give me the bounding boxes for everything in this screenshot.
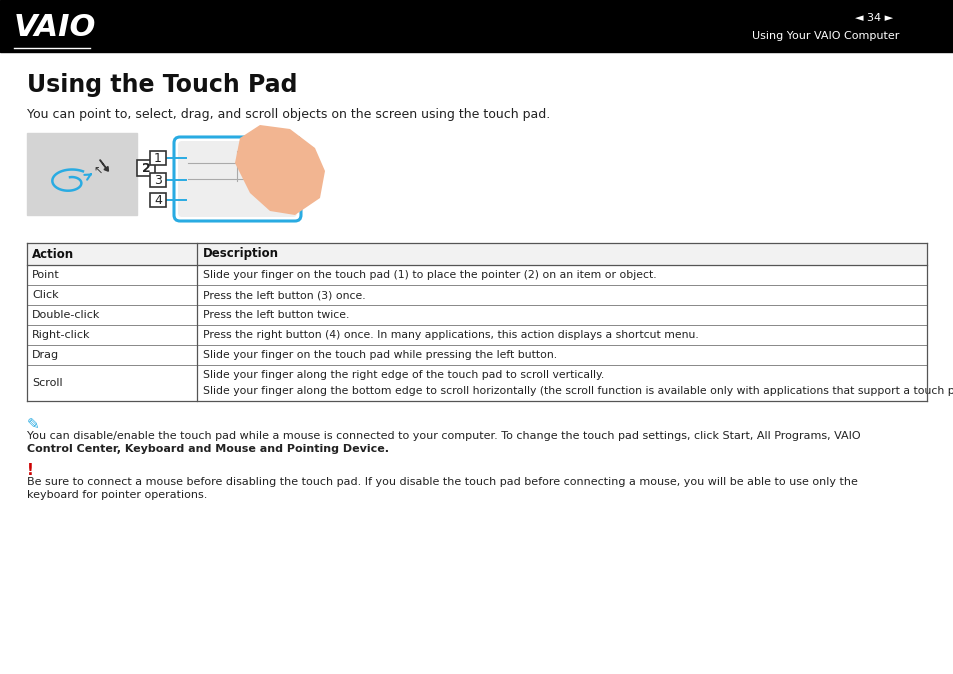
Text: You can disable/enable the touch pad while a mouse is connected to your computer: You can disable/enable the touch pad whi…: [27, 431, 860, 441]
Text: Double-click: Double-click: [32, 310, 100, 320]
Text: Right-click: Right-click: [32, 330, 91, 340]
Text: Using Your VAIO Computer: Using Your VAIO Computer: [751, 31, 898, 41]
Text: Click: Click: [32, 290, 58, 300]
Bar: [27, 285, 926, 305]
Text: 4: 4: [153, 193, 162, 206]
Text: Scroll: Scroll: [32, 378, 63, 388]
Text: Action: Action: [32, 247, 74, 260]
Bar: [27, 345, 926, 365]
Bar: [150, 151, 166, 165]
FancyArrow shape: [100, 160, 109, 171]
Polygon shape: [234, 125, 325, 215]
Bar: [150, 173, 166, 187]
Text: Drag: Drag: [32, 350, 59, 360]
Bar: [27, 133, 137, 215]
Ellipse shape: [255, 131, 294, 159]
Text: VAIO: VAIO: [14, 13, 96, 42]
Bar: [150, 193, 166, 207]
Text: 3: 3: [153, 173, 162, 187]
Text: Slide your finger along the bottom edge to scroll horizontally (the scroll funct: Slide your finger along the bottom edge …: [203, 386, 953, 396]
FancyBboxPatch shape: [178, 141, 296, 217]
Text: Slide your finger along the right edge of the touch pad to scroll vertically.: Slide your finger along the right edge o…: [203, 370, 603, 380]
Text: 1: 1: [153, 152, 162, 164]
Text: ◄ 34 ►: ◄ 34 ►: [854, 13, 892, 23]
Text: 2: 2: [141, 162, 151, 175]
Text: Point: Point: [32, 270, 60, 280]
Text: Press the right button (4) once. In many applications, this action displays a sh: Press the right button (4) once. In many…: [203, 330, 698, 340]
Text: !: !: [27, 463, 34, 478]
Text: Slide your finger on the touch pad (1) to place the pointer (2) on an item or ob: Slide your finger on the touch pad (1) t…: [203, 270, 656, 280]
Text: keyboard for pointer operations.: keyboard for pointer operations.: [27, 490, 207, 500]
Text: Control Center, Keyboard and Mouse and Pointing Device.: Control Center, Keyboard and Mouse and P…: [27, 444, 389, 454]
Text: ✎: ✎: [27, 417, 40, 432]
Text: Slide your finger on the touch pad while pressing the left button.: Slide your finger on the touch pad while…: [203, 350, 557, 360]
Text: Using the Touch Pad: Using the Touch Pad: [27, 73, 297, 97]
Bar: [27, 243, 926, 265]
Text: Press the left button twice.: Press the left button twice.: [203, 310, 349, 320]
Bar: [0, 0, 953, 52]
Text: Description: Description: [203, 247, 278, 260]
Bar: [27, 365, 926, 401]
Text: ↖: ↖: [92, 167, 102, 177]
Text: Be sure to connect a mouse before disabling the touch pad. If you disable the to: Be sure to connect a mouse before disabl…: [27, 477, 857, 487]
Text: Press the left button (3) once.: Press the left button (3) once.: [203, 290, 365, 300]
Bar: [27, 325, 926, 345]
Bar: [137, 160, 154, 176]
Bar: [27, 305, 926, 325]
Bar: [27, 265, 926, 285]
Text: You can point to, select, drag, and scroll objects on the screen using the touch: You can point to, select, drag, and scro…: [27, 108, 550, 121]
